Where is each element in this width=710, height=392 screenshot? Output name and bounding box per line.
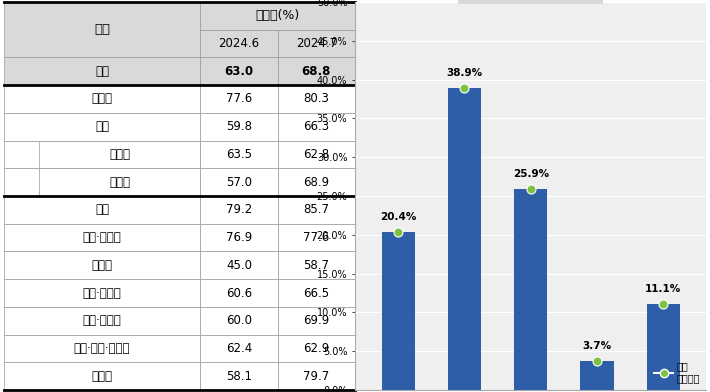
Bar [4,113,200,141]
Text: 25.9%: 25.9% [513,169,549,179]
Bar [4,2,200,57]
Text: 79.2: 79.2 [226,203,252,216]
Bar [4,335,200,362]
Bar [200,168,278,196]
Bar [381,232,415,390]
Text: 대전·충청권: 대전·충청권 [82,287,121,299]
Text: 80.3: 80.3 [303,93,329,105]
Text: 77.6: 77.6 [303,231,329,244]
Text: 입주율(%): 입주율(%) [256,9,300,22]
Bar [4,224,200,251]
Text: 68.9: 68.9 [303,176,329,189]
Bar [4,85,200,113]
Bar [278,57,355,85]
Text: 11.1%: 11.1% [645,284,682,294]
Text: 2024.7: 2024.7 [296,37,337,50]
Text: 79.7: 79.7 [303,370,329,383]
Text: 38.9%: 38.9% [447,68,483,78]
Text: 62.4: 62.4 [226,342,252,355]
Text: 2024.6: 2024.6 [219,37,260,50]
Bar [278,279,355,307]
Text: 강원권: 강원권 [92,259,112,272]
Bar [278,362,355,390]
Text: 광역시: 광역시 [109,148,130,161]
Text: 대구·부산·경상권: 대구·부산·경상권 [74,342,130,355]
Text: 77.6: 77.6 [226,93,252,105]
Bar [278,335,355,362]
Text: 지방: 지방 [95,120,109,133]
Text: 전국: 전국 [95,65,109,78]
Bar [200,279,278,307]
Text: 광주·전라권: 광주·전라권 [82,314,121,327]
Bar [4,279,200,307]
Bar [200,362,278,390]
Bar [4,141,200,168]
Bar [278,141,355,168]
Text: 63.5: 63.5 [226,148,252,161]
Text: 85.7: 85.7 [303,203,329,216]
Bar [4,251,200,279]
Bar [4,362,200,390]
Bar [200,335,278,362]
Text: 도지역: 도지역 [109,176,130,189]
Bar [278,196,355,224]
Bar [278,168,355,196]
Bar [278,251,355,279]
Bar [200,141,278,168]
Text: 63.0: 63.0 [224,65,253,78]
Text: 66.5: 66.5 [303,287,329,299]
Text: 제주권: 제주권 [92,370,112,383]
Bar [647,304,680,390]
Bar [200,30,278,57]
Text: 57.0: 57.0 [226,176,252,189]
Bar [581,361,613,390]
Bar [200,224,278,251]
Text: 58.7: 58.7 [303,259,329,272]
Bar [4,168,200,196]
Bar [278,85,355,113]
Bar [514,189,547,390]
Text: 인천·경기권: 인천·경기권 [82,231,121,244]
Text: 60.6: 60.6 [226,287,252,299]
Text: 구분: 구분 [94,23,110,36]
Text: 66.3: 66.3 [303,120,329,133]
Bar [200,2,355,30]
Bar [278,307,355,335]
Text: 68.8: 68.8 [302,65,331,78]
Bar [200,251,278,279]
Bar [4,307,200,335]
Bar [200,57,278,85]
Bar [200,307,278,335]
Text: 20.4%: 20.4% [380,212,416,221]
Text: 60.0: 60.0 [226,314,252,327]
Text: 62.8: 62.8 [303,148,329,161]
Text: 62.9: 62.9 [303,342,329,355]
Text: 58.1: 58.1 [226,370,252,383]
Legend: 전월
응답비중: 전월 응답비중 [652,360,701,385]
Text: 서울: 서울 [95,203,109,216]
Bar [200,113,278,141]
Bar [39,168,200,196]
Text: 3.7%: 3.7% [582,341,611,351]
Bar [4,196,200,224]
Bar [200,196,278,224]
Text: 45.0: 45.0 [226,259,252,272]
Text: 59.8: 59.8 [226,120,252,133]
Text: 69.9: 69.9 [303,314,329,327]
Bar [278,113,355,141]
Text: 76.9: 76.9 [226,231,252,244]
Bar [278,224,355,251]
Bar [200,85,278,113]
Bar [4,57,200,85]
Bar [39,141,200,168]
Bar [278,30,355,57]
Bar [448,88,481,390]
Text: 수도권: 수도권 [92,93,112,105]
